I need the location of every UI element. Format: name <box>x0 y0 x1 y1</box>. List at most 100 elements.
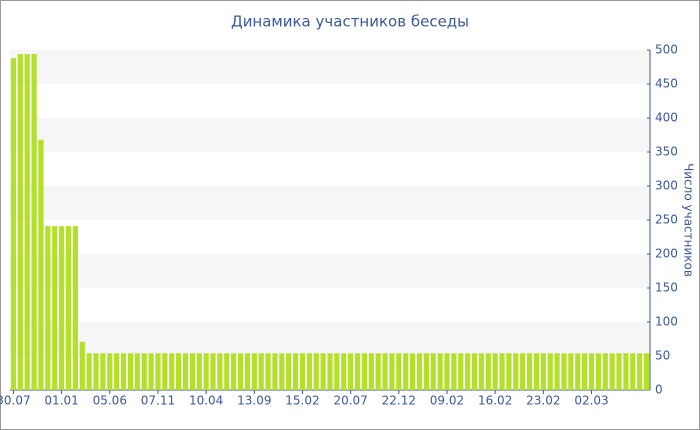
y-tick-label: 50 <box>655 349 670 363</box>
bar <box>100 353 106 390</box>
x-tick-label: 15.02 <box>285 394 319 408</box>
bar <box>65 226 72 390</box>
x-tick-label: 13.09 <box>237 394 271 408</box>
bar <box>582 353 588 390</box>
x-tick-label: 22.12 <box>382 394 416 408</box>
bar <box>251 353 257 390</box>
bar <box>224 353 230 390</box>
bar <box>588 353 595 390</box>
bar <box>616 353 622 390</box>
bar <box>286 353 292 390</box>
bar <box>45 226 51 390</box>
x-tick-label: 30.07 <box>0 394 31 408</box>
bar <box>279 353 285 390</box>
bar <box>258 353 264 390</box>
bar <box>313 353 319 390</box>
grid-band <box>10 254 650 288</box>
grid-band <box>10 186 650 220</box>
bar <box>299 353 306 390</box>
bar <box>568 353 574 390</box>
bar <box>637 353 643 390</box>
bar <box>24 54 30 391</box>
x-tick-label: 16.02 <box>478 394 512 408</box>
bar <box>430 353 436 390</box>
y-tick-label: 100 <box>655 315 678 329</box>
bar <box>554 353 560 390</box>
bar <box>210 353 216 390</box>
y-tick-label: 250 <box>655 213 678 227</box>
bar <box>10 58 17 390</box>
bar <box>114 353 120 390</box>
y-axis-title: Число участников <box>682 163 696 277</box>
bar <box>403 353 409 390</box>
bar <box>155 353 161 390</box>
bar <box>520 353 526 390</box>
bar <box>396 353 402 390</box>
bar <box>272 353 278 390</box>
x-tick-label: 23.02 <box>526 394 560 408</box>
bar <box>465 353 471 390</box>
bar <box>265 353 271 390</box>
x-tick-label: 02.03 <box>574 394 608 408</box>
bar <box>609 353 615 390</box>
x-tick-label: 01.01 <box>44 394 78 408</box>
bar <box>533 353 540 390</box>
y-tick-label: 200 <box>655 247 678 261</box>
grid-band <box>10 118 650 152</box>
bar <box>513 353 519 390</box>
grid-band <box>10 322 650 356</box>
bar <box>492 353 498 390</box>
bar <box>526 353 533 390</box>
bar <box>162 353 168 390</box>
bar <box>630 353 636 390</box>
bar <box>354 353 361 390</box>
bar <box>485 353 491 390</box>
bar <box>237 353 244 390</box>
bar <box>602 353 608 390</box>
bar <box>623 353 629 390</box>
bar <box>389 353 395 390</box>
bar <box>107 353 113 390</box>
bar <box>175 353 182 390</box>
x-tick-label: 05.06 <box>93 394 127 408</box>
bar <box>561 353 567 390</box>
bar <box>595 353 602 390</box>
bar <box>361 353 368 390</box>
chart-title: Динамика участников беседы <box>231 13 469 31</box>
bar <box>196 353 202 390</box>
bar <box>375 353 381 390</box>
x-tick-label: 09.02 <box>430 394 464 408</box>
bar <box>478 353 485 390</box>
bar <box>643 353 650 390</box>
bar <box>86 353 92 390</box>
bar <box>169 353 175 390</box>
bar <box>368 353 374 390</box>
bar <box>79 341 85 390</box>
bar <box>38 139 44 390</box>
x-tick-label: 20.07 <box>333 394 367 408</box>
bar <box>120 353 127 390</box>
bar <box>341 353 347 390</box>
bar <box>244 353 251 390</box>
bar <box>334 353 340 390</box>
bar <box>540 353 546 390</box>
y-tick-label: 300 <box>655 179 678 193</box>
bar <box>93 353 99 390</box>
bar <box>547 353 553 390</box>
y-tick-label: 350 <box>655 145 678 159</box>
bar <box>17 54 23 391</box>
y-tick-label: 400 <box>655 111 678 125</box>
bar <box>348 353 354 390</box>
bar <box>134 353 140 390</box>
bar <box>471 353 478 390</box>
grid-band <box>10 50 650 84</box>
bar <box>575 353 581 390</box>
y-tick-label: 500 <box>655 43 678 57</box>
bar <box>31 54 37 391</box>
bar <box>292 353 299 390</box>
bar <box>306 353 312 390</box>
bar <box>52 226 58 390</box>
y-tick-label: 450 <box>655 77 678 91</box>
bar <box>72 226 78 390</box>
